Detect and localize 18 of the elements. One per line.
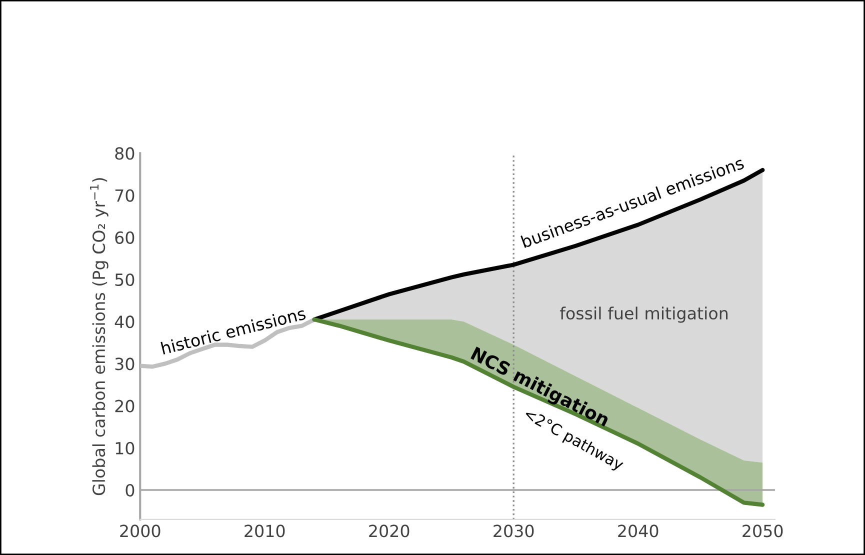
x-tick-label: 2040 bbox=[618, 524, 658, 538]
y-axis-title: Global carbon emissions (Pg CO₂ yr$^{−1}$) bbox=[90, 178, 108, 496]
y-tick-label: 50 bbox=[115, 273, 134, 286]
annotation: fossil fuel mitigation bbox=[560, 306, 728, 323]
y-tick-label: 0 bbox=[126, 484, 134, 497]
y-tick-label: 20 bbox=[115, 400, 134, 412]
y-tick-label: 40 bbox=[114, 316, 134, 328]
annotation: historic emissions bbox=[160, 306, 306, 355]
x-tick-label: 2050 bbox=[742, 524, 783, 538]
y-tick-label: 70 bbox=[115, 189, 134, 202]
x-tick-label: 2010 bbox=[244, 524, 285, 538]
y-tick-label: 30 bbox=[115, 358, 134, 370]
x-tick-label: 2030 bbox=[494, 524, 534, 538]
y-tick-label: 10 bbox=[116, 442, 134, 454]
x-tick-label: 2020 bbox=[369, 524, 410, 538]
y-tick-label: 60 bbox=[115, 231, 134, 244]
y-tick-label: 80 bbox=[115, 147, 134, 160]
x-tick-label: 2000 bbox=[120, 524, 160, 538]
